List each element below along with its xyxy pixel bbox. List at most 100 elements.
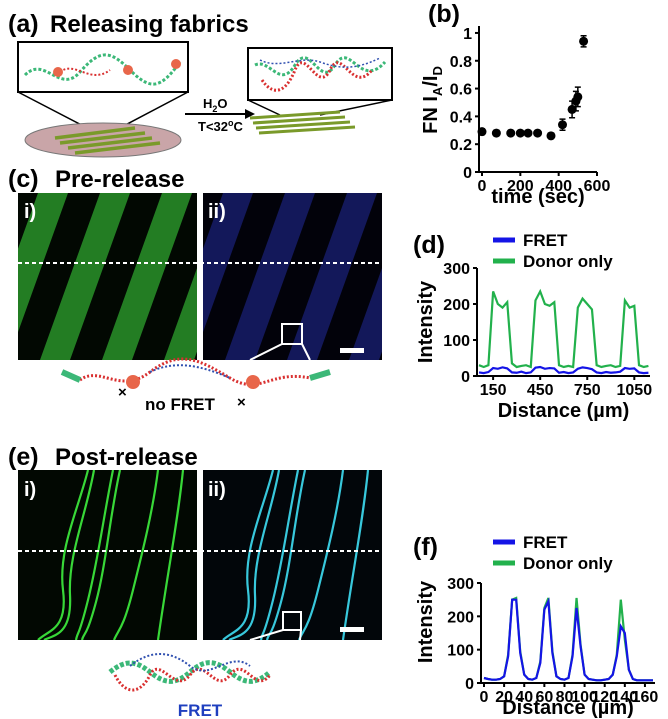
point <box>491 128 501 138</box>
condition-text: H <box>203 96 212 111</box>
y-tick-label: 200 <box>443 297 470 314</box>
x-tick-label: 40 <box>515 689 533 706</box>
y-tick-label: 100 <box>447 643 474 660</box>
legend-label: FRET <box>523 533 568 552</box>
y-axis-label: Intensity <box>415 280 437 363</box>
cross: × <box>237 394 246 411</box>
condition: H2O <box>203 96 228 114</box>
y-tick-label: 100 <box>443 333 470 350</box>
x-tick-label: 750 <box>574 382 601 399</box>
y-tick-label: 0.6 <box>450 82 472 99</box>
x-tick-label: 160 <box>632 689 659 706</box>
point <box>506 128 516 138</box>
x-tick-label: 600 <box>584 178 611 195</box>
x-tick-label: 140 <box>611 689 638 706</box>
point <box>515 128 525 138</box>
y-tick-label: 0.4 <box>450 109 472 126</box>
y-axis-label-part: D <box>430 66 445 75</box>
x-axis-label: time (sec) <box>491 186 584 208</box>
panel-title: Releasing fabrics <box>50 11 249 38</box>
arrow-head <box>245 109 255 119</box>
point <box>579 36 589 46</box>
x-axis-label: Distance (µm) <box>502 697 634 719</box>
y-axis-label-part: FN I <box>420 96 442 134</box>
y-axis-label: FN IA/ID <box>420 66 445 134</box>
molecule <box>259 57 381 68</box>
legend-label: Donor only <box>523 554 613 573</box>
bead <box>126 375 140 389</box>
molecule <box>260 61 374 92</box>
panel-title: Pre-release <box>55 166 184 193</box>
y-axis-label: Intensity <box>415 580 437 663</box>
point <box>558 120 567 130</box>
substrate <box>24 122 182 158</box>
point <box>477 127 487 137</box>
image-label: i) <box>24 479 36 501</box>
panel-label: (e) <box>8 443 39 471</box>
y-tick-label: 0 <box>465 676 474 693</box>
panel-label: (d) <box>413 231 445 259</box>
scale-bar <box>340 348 364 353</box>
point <box>533 128 543 138</box>
panel-label: (a) <box>8 10 39 38</box>
bead <box>246 375 260 389</box>
zoom-line <box>249 343 311 361</box>
panel-title: Post-release <box>55 444 198 471</box>
x-tick-label: 200 <box>507 178 534 195</box>
y-axis-label-part: /I <box>420 76 442 87</box>
molecule <box>79 357 311 386</box>
inset-box <box>281 323 303 345</box>
panel-label: (f) <box>413 533 438 561</box>
molecule <box>23 53 182 86</box>
point <box>546 131 556 141</box>
image-label: ii) <box>208 201 226 223</box>
y-tick-label: 300 <box>443 261 470 278</box>
y-tick-label: 0 <box>463 165 472 182</box>
caption: no FRET <box>145 395 215 414</box>
image-label: i) <box>24 201 36 223</box>
y-axis-label-part: A <box>430 86 445 96</box>
legend-label: FRET <box>523 231 568 250</box>
line <box>483 597 653 682</box>
x-tick-label: 20 <box>495 689 513 706</box>
x-tick-label: 450 <box>527 382 554 399</box>
legend-label: Donor only <box>523 252 613 271</box>
fabric <box>54 126 161 155</box>
x-tick-label: 100 <box>571 689 598 706</box>
x-tick-label: 60 <box>535 689 553 706</box>
cross: × <box>118 384 127 401</box>
temperature-text: T<32 <box>198 119 228 134</box>
temperature: T<32oC <box>198 118 244 134</box>
y-tick-label: 0 <box>461 369 470 386</box>
bead <box>123 65 133 75</box>
y-tick-label: 300 <box>447 576 474 593</box>
x-tick-label: 1050 <box>617 382 653 399</box>
y-tick-label: 200 <box>447 609 474 626</box>
x-tick-label: 150 <box>480 382 507 399</box>
bead <box>171 59 181 69</box>
temperature-sup: o <box>228 118 234 128</box>
molecule <box>149 364 231 379</box>
condition-sub: 2 <box>212 104 217 114</box>
image-label: ii) <box>208 479 226 501</box>
zoom-box <box>247 47 393 101</box>
zoom-box <box>17 41 189 93</box>
line <box>478 365 649 375</box>
x-tick-label: 0 <box>480 689 489 706</box>
x-tick-label: 120 <box>591 689 618 706</box>
zoom-line <box>249 629 302 641</box>
y-tick-label: 0.2 <box>450 137 472 154</box>
y-tick-label: 0.8 <box>450 54 472 71</box>
panel-label: (b) <box>428 0 460 28</box>
molecule <box>254 56 387 77</box>
fiber <box>249 110 356 135</box>
donor <box>60 369 331 383</box>
molecule <box>108 660 272 684</box>
temperature-text: C <box>234 119 244 134</box>
scale-bar <box>340 627 364 632</box>
molecule <box>59 67 111 76</box>
x-tick-label: 80 <box>556 689 574 706</box>
point <box>567 104 577 114</box>
